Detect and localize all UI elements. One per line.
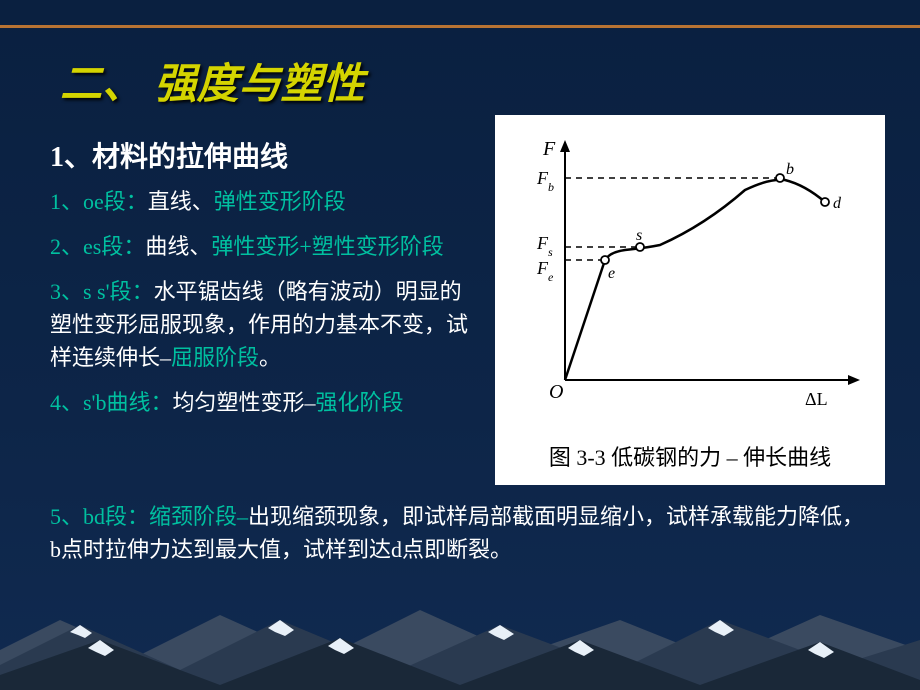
- svg-text:b: b: [786, 161, 794, 178]
- segment-2: 2、es段：曲线、弹性变形+塑性变形阶段: [50, 230, 470, 263]
- svg-text:d: d: [833, 195, 842, 212]
- seg2-label: 2、es段：: [50, 234, 145, 259]
- svg-text:O: O: [549, 381, 563, 403]
- seg3-t2: 屈服阶段: [171, 345, 259, 370]
- section-title: 二、 强度与塑性: [60, 50, 365, 111]
- segment-5: 5、bd段：缩颈阶段–出现缩颈现象，即试样局部截面明显缩小，试样承载能力降低，b…: [50, 500, 870, 566]
- svg-text:F: F: [542, 138, 556, 160]
- svg-text:ΔL: ΔL: [805, 389, 828, 409]
- seg3-t3: 。: [259, 345, 281, 370]
- svg-text:e: e: [608, 265, 615, 282]
- svg-text:s: s: [636, 227, 642, 244]
- chart-caption: 图 3-3 低碳钢的力 – 伸长曲线: [505, 440, 875, 472]
- stress-strain-chart: FΔLOFbFsFeesbd: [505, 130, 875, 430]
- seg5-label: 5、bd段：: [50, 504, 149, 529]
- mountain-decoration: [0, 570, 920, 690]
- section-subtitle: 1、材料的拉伸曲线: [50, 135, 288, 175]
- chart-svg-wrap: FΔLOFbFsFeesbd: [505, 130, 875, 430]
- seg3-label: 3、s s'段：: [50, 279, 154, 304]
- seg4-t1: 均匀塑性变形–: [173, 390, 316, 415]
- seg1-t2: 弹性变形阶段: [214, 189, 346, 214]
- segment-4: 4、s'b曲线：均匀塑性变形–强化阶段: [50, 386, 470, 419]
- seg1-t1: 直线、: [148, 189, 214, 214]
- divider-line: [0, 25, 920, 28]
- content-block: 1、oe段：直线、弹性变形阶段 2、es段：曲线、弹性变形+塑性变形阶段 3、s…: [50, 185, 470, 431]
- seg4-label: 4、s'b曲线：: [50, 390, 173, 415]
- segment-3: 3、s s'段：水平锯齿线（略有波动）明显的塑性变形屈服现象，作用的力基本不变，…: [50, 275, 470, 374]
- chart-container: FΔLOFbFsFeesbd 图 3-3 低碳钢的力 – 伸长曲线: [495, 115, 885, 485]
- seg4-t2: 强化阶段: [316, 390, 404, 415]
- segment-1: 1、oe段：直线、弹性变形阶段: [50, 185, 470, 218]
- seg2-t2: 弹性变形+塑性变形阶段: [211, 234, 443, 259]
- seg5-t1: 缩颈阶段–: [149, 504, 248, 529]
- seg1-label: 1、oe段：: [50, 189, 148, 214]
- seg2-t1: 曲线、: [145, 234, 211, 259]
